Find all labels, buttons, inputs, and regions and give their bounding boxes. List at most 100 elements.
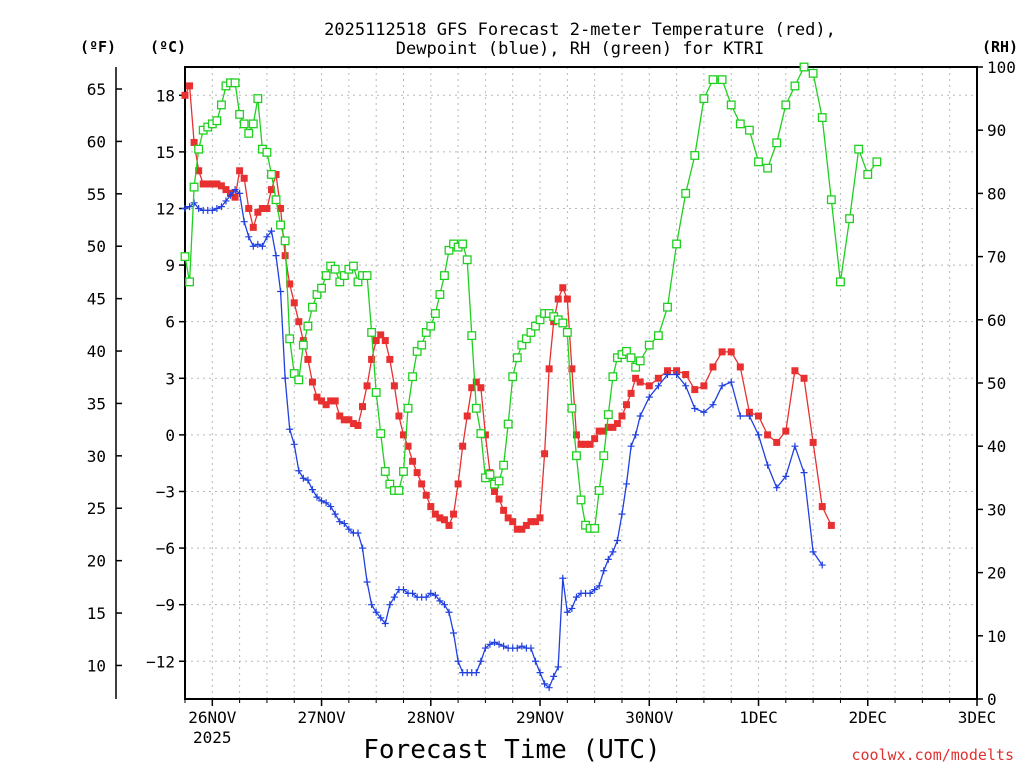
dewpoint-point [236,189,244,197]
temperature-point [427,503,435,511]
temperature-point [390,382,398,390]
celsius-tick-label: 3 [165,369,175,388]
temperature-point [313,393,321,401]
rh-point [348,261,358,271]
rh-point [826,195,836,205]
temperature-point [782,427,790,435]
rh-point [499,460,509,470]
rh-point [790,81,800,91]
temperature-point [727,348,735,356]
dewpoint-point [673,371,681,379]
rh-point [622,346,631,356]
fahrenheit-tick-label: 25 [87,499,106,518]
temperature-point [395,412,403,420]
temperature-point [459,442,467,450]
temperature-point [404,442,412,450]
rh-point [244,128,254,138]
rh-point [376,429,386,439]
rh-point [380,467,390,476]
dewpoint-point [691,404,699,412]
temperature-point [450,510,458,518]
dewpoint-point [240,218,248,226]
rh-point [631,362,641,372]
temperature-point [304,355,312,363]
temperature-point [718,348,726,356]
temperature-point [818,503,826,511]
rh-point [608,372,618,382]
rh-point [508,372,518,382]
dewpoint-point [513,644,521,652]
temperature-point [536,514,544,522]
rh-point [835,277,845,287]
dewpoint-point [436,597,444,605]
rh-tick-label: 100 [987,58,1016,77]
rh-tick-label: 90 [987,121,1006,140]
rh-point [599,451,609,461]
rh-point [462,255,472,265]
dewpoint-point [791,442,799,450]
dewpoint-point [386,601,394,609]
rh-point [307,302,317,312]
temperature-point [217,182,225,190]
temperature-point [609,423,617,431]
rh-point [253,94,263,104]
rh-point [603,410,613,420]
temperature-point [208,180,216,188]
rh-point [298,340,308,350]
dewpoint-point [755,431,763,439]
temperature-point [568,365,576,373]
rh-point [408,372,418,382]
temperature-point [327,397,335,405]
temperature-point [272,171,280,179]
rh-point [371,388,381,397]
dewpoint-point [609,548,617,556]
chart-title-line1: 2025112518 GFS Forecast 2-meter Temperat… [324,20,836,40]
temperature-point [199,180,207,188]
rh-point [285,334,295,344]
temperature-point [736,363,744,371]
rh-point [385,479,395,489]
rh-point [271,195,281,205]
dewpoint-point [381,620,389,628]
rh-point [635,356,645,366]
dewpoint-point [554,663,562,671]
dewpoint-point [727,378,735,386]
x-axis-title: Forecast Time (UTC) [363,735,660,765]
dewpoint-point [186,203,194,211]
rh-tick-label: 0 [987,690,997,709]
rh-point [781,100,791,110]
dewpoint-point [745,412,753,420]
dewpoint-point [623,480,631,488]
dewpoint-point [431,591,439,599]
rh-point [439,271,449,281]
rh-point [808,68,818,78]
temperature-point [632,374,640,382]
dewpoint-point [422,593,430,601]
x-tick-label: 26NOV [188,708,237,727]
temperature-point [513,525,521,533]
temperature-point [440,516,448,524]
dewpoint-point [249,242,257,250]
temperature-point [254,208,262,216]
rh-tick-label: 50 [987,374,1006,393]
rh-point [708,75,718,85]
dewpoint-point [568,604,576,612]
rh-point [267,169,276,179]
dewpoint-point [627,442,635,450]
rh-point [744,125,754,135]
temperature-point [281,252,289,260]
temperature-point [318,397,326,405]
rh-point [690,151,700,160]
rh-point [239,119,249,129]
rh-tick-label: 80 [987,184,1006,203]
temperature-point [354,421,362,429]
temperature-point [263,204,271,212]
dewpoint-point [277,288,285,296]
rh-point [303,321,313,331]
celsius-tick-label: 0 [165,426,175,445]
rh-point [276,220,286,230]
rh-point [194,144,204,154]
temperature-point [591,435,599,443]
rh-point [571,451,581,461]
